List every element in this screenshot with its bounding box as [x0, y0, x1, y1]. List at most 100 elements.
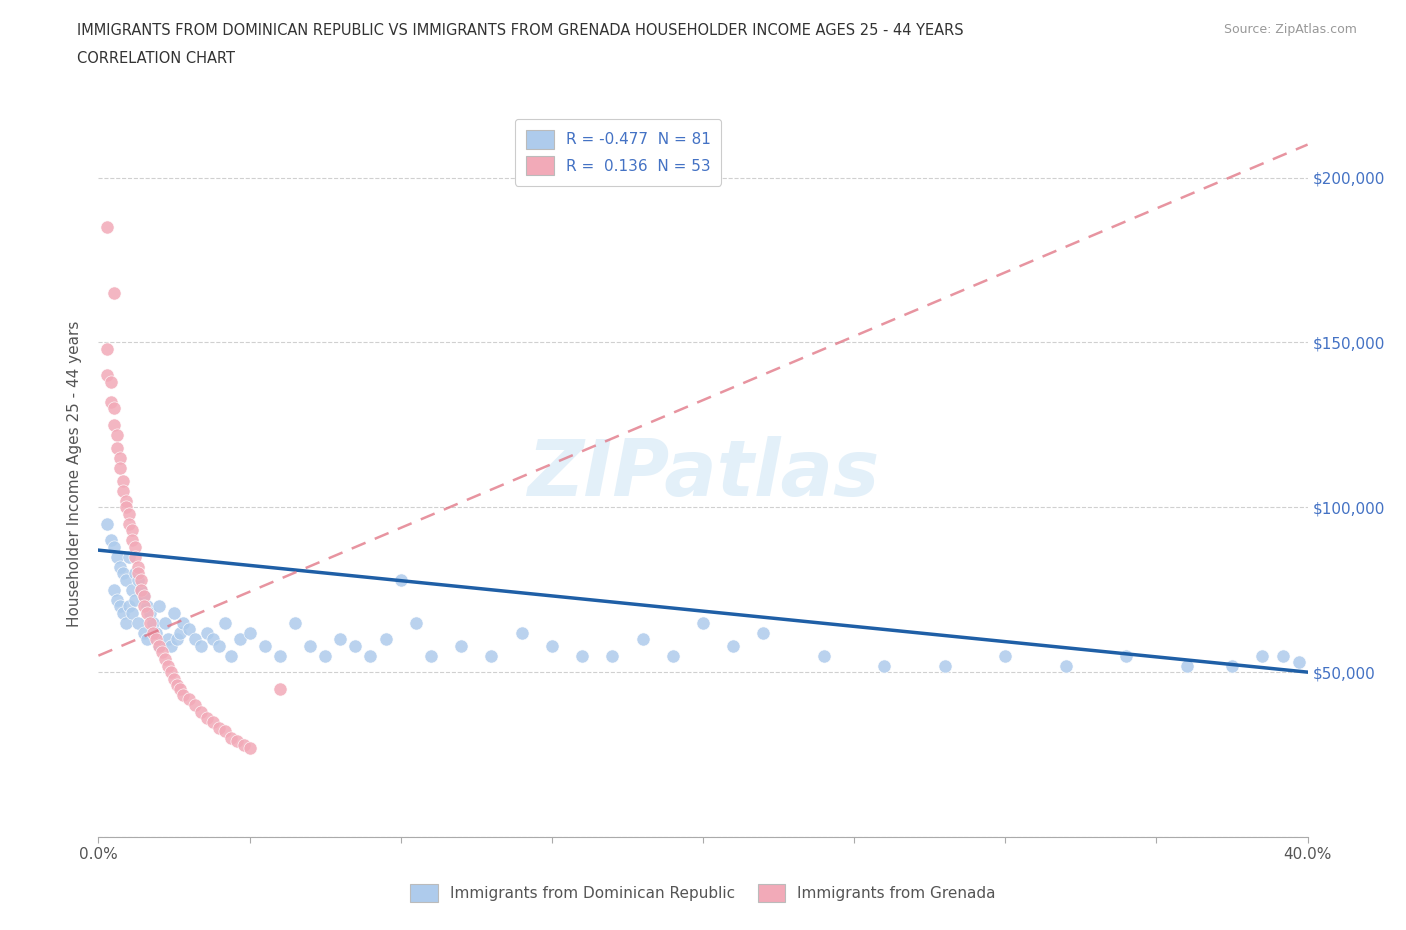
Text: CORRELATION CHART: CORRELATION CHART — [77, 51, 235, 66]
Point — [481, 648, 503, 663]
Point — [156, 631, 179, 646]
Point — [994, 648, 1017, 663]
Text: ZIPatlas: ZIPatlas — [527, 436, 879, 512]
Legend: Immigrants from Dominican Republic, Immigrants from Grenada: Immigrants from Dominican Republic, Immi… — [404, 878, 1002, 909]
Point — [156, 658, 179, 673]
Point — [127, 572, 149, 587]
Point — [163, 671, 186, 686]
Point — [166, 678, 188, 693]
Point — [135, 599, 157, 614]
Point — [150, 644, 173, 659]
Point — [221, 731, 243, 746]
Point — [253, 638, 276, 653]
Point — [127, 559, 149, 574]
Point — [108, 460, 131, 475]
Point — [145, 631, 167, 646]
Point — [229, 631, 252, 646]
Point — [135, 631, 157, 646]
Point — [96, 368, 118, 383]
Point — [540, 638, 562, 653]
Point — [202, 631, 225, 646]
Point — [96, 341, 118, 356]
Point — [111, 484, 134, 498]
Point — [114, 493, 136, 508]
Point — [132, 625, 155, 640]
Point — [190, 704, 212, 719]
Point — [344, 638, 367, 653]
Point — [121, 605, 143, 620]
Point — [111, 605, 134, 620]
Point — [269, 648, 291, 663]
Point — [1175, 658, 1198, 673]
Point — [232, 737, 254, 752]
Point — [420, 648, 443, 663]
Point — [450, 638, 472, 653]
Point — [100, 533, 122, 548]
Point — [813, 648, 835, 663]
Point — [1288, 655, 1310, 670]
Point — [190, 638, 212, 653]
Point — [108, 599, 131, 614]
Point — [1054, 658, 1077, 673]
Point — [111, 565, 134, 580]
Point — [100, 375, 122, 390]
Point — [118, 599, 141, 614]
Point — [221, 648, 243, 663]
Point — [239, 740, 262, 755]
Point — [510, 625, 533, 640]
Point — [105, 592, 128, 607]
Point — [374, 631, 396, 646]
Point — [139, 616, 162, 631]
Point — [121, 582, 143, 597]
Point — [111, 473, 134, 488]
Point — [299, 638, 322, 653]
Point — [127, 616, 149, 631]
Point — [103, 582, 125, 597]
Point — [169, 625, 191, 640]
Point — [752, 625, 775, 640]
Point — [226, 734, 249, 749]
Point — [142, 625, 165, 640]
Point — [389, 572, 412, 587]
Point — [934, 658, 956, 673]
Point — [96, 219, 118, 234]
Point — [163, 605, 186, 620]
Point — [179, 691, 201, 706]
Point — [179, 622, 201, 637]
Point — [239, 625, 262, 640]
Point — [314, 648, 336, 663]
Point — [124, 550, 146, 565]
Point — [153, 616, 176, 631]
Point — [172, 616, 194, 631]
Point — [124, 592, 146, 607]
Point — [184, 631, 207, 646]
Text: IMMIGRANTS FROM DOMINICAN REPUBLIC VS IMMIGRANTS FROM GRENADA HOUSEHOLDER INCOME: IMMIGRANTS FROM DOMINICAN REPUBLIC VS IM… — [77, 23, 965, 38]
Point — [124, 565, 146, 580]
Point — [169, 681, 191, 696]
Point — [329, 631, 352, 646]
Point — [631, 631, 654, 646]
Point — [269, 681, 291, 696]
Point — [208, 638, 231, 653]
Point — [873, 658, 896, 673]
Point — [208, 721, 231, 736]
Point — [132, 589, 155, 604]
Point — [108, 559, 131, 574]
Point — [96, 516, 118, 531]
Point — [148, 638, 170, 653]
Point — [148, 638, 170, 653]
Point — [142, 616, 165, 631]
Point — [118, 516, 141, 531]
Point — [1251, 648, 1274, 663]
Point — [184, 698, 207, 712]
Point — [1115, 648, 1137, 663]
Point — [1220, 658, 1243, 673]
Point — [121, 523, 143, 538]
Point — [166, 631, 188, 646]
Text: Source: ZipAtlas.com: Source: ZipAtlas.com — [1223, 23, 1357, 36]
Point — [135, 605, 157, 620]
Point — [129, 582, 152, 597]
Point — [103, 539, 125, 554]
Point — [602, 648, 624, 663]
Point — [121, 533, 143, 548]
